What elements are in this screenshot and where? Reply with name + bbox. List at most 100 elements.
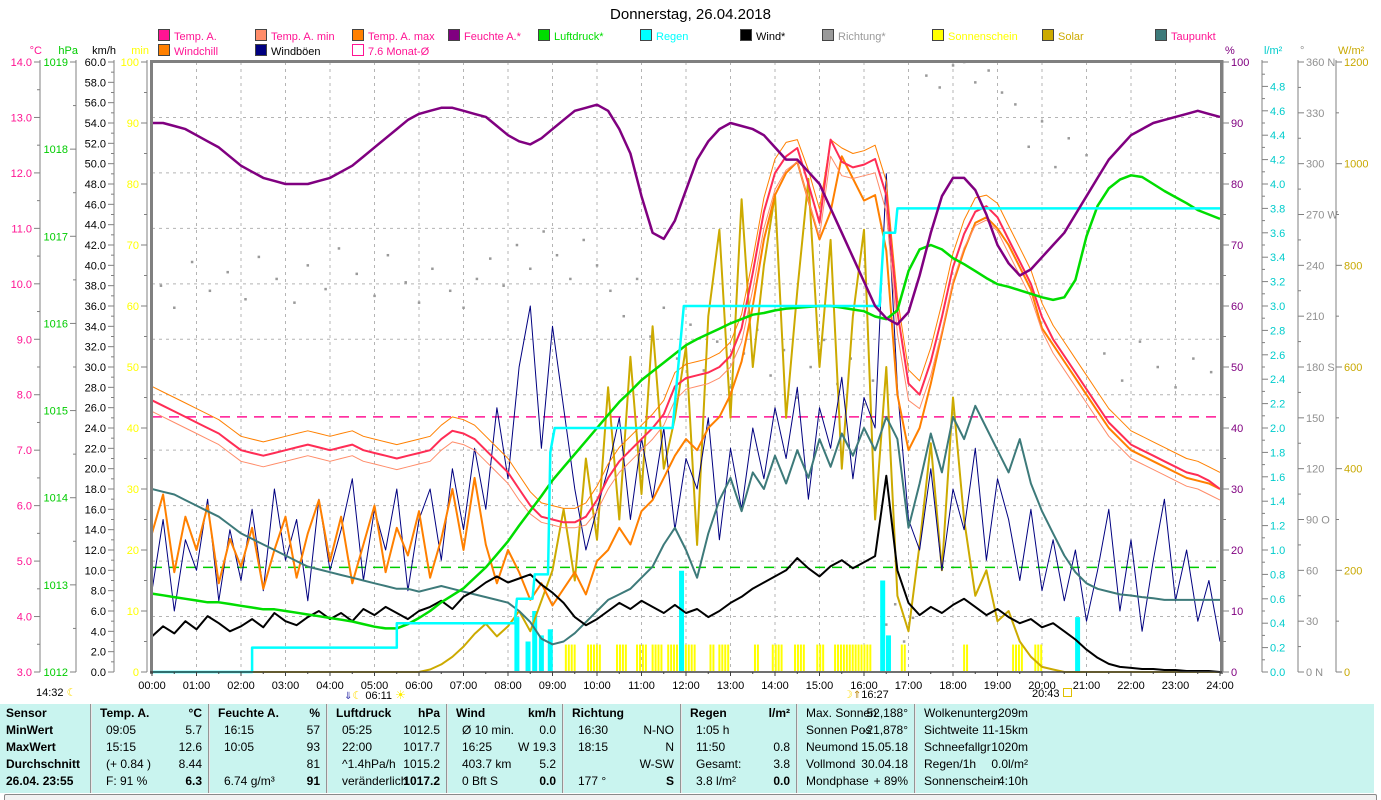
svg-text:1014: 1014 bbox=[44, 493, 68, 505]
col-unit: % bbox=[309, 706, 320, 720]
cell-time: 15:15 bbox=[106, 740, 137, 754]
legend-swatch bbox=[158, 44, 170, 56]
arrow-up-icon: ⇑ bbox=[852, 690, 862, 701]
astro-value: 0.0l/m² bbox=[991, 757, 1028, 771]
svg-text:km/h: km/h bbox=[92, 45, 116, 57]
svg-text:80: 80 bbox=[1231, 179, 1243, 191]
cell-value: N bbox=[665, 740, 674, 754]
cell-value: 5.2 bbox=[539, 757, 556, 771]
legend-swatch bbox=[822, 29, 834, 41]
svg-text:30: 30 bbox=[127, 484, 139, 496]
astro-label: Vollmond bbox=[806, 757, 856, 771]
sunset-square-icon bbox=[1062, 688, 1072, 697]
svg-text:6.0: 6.0 bbox=[91, 606, 106, 618]
table-col-wind: Wind km/h Ø 10 min. 0.0 16:25 W 19.3 403.7 km 5… bbox=[446, 704, 564, 793]
svg-text:1.2: 1.2 bbox=[1270, 521, 1285, 533]
svg-text:W/m²: W/m² bbox=[1338, 45, 1365, 57]
cell-time: ^1.4hPa/h bbox=[342, 757, 396, 771]
svg-text:60.0: 60.0 bbox=[85, 57, 106, 69]
svg-text:210: 210 bbox=[1306, 311, 1324, 323]
legend-swatch bbox=[255, 44, 267, 56]
svg-text:18.0: 18.0 bbox=[85, 484, 106, 496]
svg-text:14.0: 14.0 bbox=[85, 525, 106, 537]
svg-text:08:00: 08:00 bbox=[494, 680, 522, 692]
legend-item-wind-: Wind* bbox=[740, 29, 785, 43]
cell-value: 5.7 bbox=[185, 723, 202, 737]
moon-icon: ☾ bbox=[352, 690, 363, 702]
svg-text:07:00: 07:00 bbox=[450, 680, 478, 692]
svg-text:40: 40 bbox=[127, 423, 139, 435]
cell-value: 0.0 bbox=[539, 774, 556, 788]
svg-text:2.0: 2.0 bbox=[91, 647, 106, 659]
svg-text:12.0: 12.0 bbox=[11, 168, 32, 180]
svg-text:1.6: 1.6 bbox=[1270, 472, 1285, 484]
legend-item-windchill: Windchill bbox=[158, 44, 218, 58]
table-col-rowlabels: Sensor MinWert MaxWert Durchschnitt 26.04. 2… bbox=[0, 704, 90, 793]
cell-value: 93 bbox=[306, 740, 320, 754]
cell-time: 05:25 bbox=[342, 723, 373, 737]
svg-text:400: 400 bbox=[1344, 464, 1362, 476]
svg-text:70: 70 bbox=[127, 240, 139, 252]
svg-text:90 O: 90 O bbox=[1306, 515, 1330, 527]
svg-text:4.0: 4.0 bbox=[17, 612, 32, 624]
cell-value: 57 bbox=[306, 723, 320, 737]
legend-item-temp-a-: Temp. A. bbox=[158, 29, 217, 43]
legend-item-7-6-monat-: 7.6 Monat-Ø bbox=[352, 44, 429, 58]
svg-text:hPa: hPa bbox=[58, 45, 78, 57]
col-header: Richtung bbox=[572, 706, 624, 720]
col-header: Luftdruck bbox=[336, 706, 392, 720]
sunrise-annotation: ⇓☾ 06:11 ☀ bbox=[344, 688, 406, 702]
svg-text:90: 90 bbox=[127, 118, 139, 130]
svg-text:0.4: 0.4 bbox=[1270, 618, 1285, 630]
legend-item-solar: Solar bbox=[1042, 29, 1084, 43]
page-title: Donnerstag, 26.04.2018 bbox=[610, 6, 771, 23]
svg-text:2.2: 2.2 bbox=[1270, 399, 1285, 411]
legend-swatch bbox=[448, 29, 460, 41]
astro-value: + 89% bbox=[873, 774, 908, 788]
svg-text:180 S: 180 S bbox=[1306, 362, 1335, 374]
cell-value: N-NO bbox=[643, 723, 674, 737]
svg-text:30.0: 30.0 bbox=[85, 362, 106, 374]
cell-time: 16:30 bbox=[578, 723, 609, 737]
cell-value: W 19.3 bbox=[517, 740, 556, 754]
svg-text:02:00: 02:00 bbox=[227, 680, 255, 692]
svg-text:24.0: 24.0 bbox=[85, 423, 106, 435]
svg-text:0.0: 0.0 bbox=[1270, 667, 1285, 679]
svg-text:05:00: 05:00 bbox=[361, 680, 389, 692]
legend-swatch bbox=[1155, 29, 1167, 41]
moonrise-annotation: ☽⇑16:27 bbox=[843, 689, 889, 701]
svg-text:00:00: 00:00 bbox=[138, 680, 166, 692]
svg-text:300: 300 bbox=[1306, 159, 1324, 171]
cell-time: 3.8 l/m² bbox=[696, 774, 737, 788]
svg-text:44.0: 44.0 bbox=[85, 220, 106, 232]
legend-swatch bbox=[352, 44, 364, 56]
svg-text:60: 60 bbox=[1306, 565, 1318, 577]
svg-text:1.4: 1.4 bbox=[1270, 496, 1285, 508]
cell-value: 3.8 bbox=[773, 757, 790, 771]
svg-text:0 N: 0 N bbox=[1306, 667, 1323, 679]
astro-value: -21,878° bbox=[862, 723, 909, 737]
status-bar bbox=[4, 794, 1377, 800]
svg-text:4.8: 4.8 bbox=[1270, 81, 1285, 93]
svg-text:58.0: 58.0 bbox=[85, 77, 106, 89]
moon-icon: ☽ bbox=[843, 689, 853, 701]
svg-text:13:00: 13:00 bbox=[717, 680, 745, 692]
svg-text:2.6: 2.6 bbox=[1270, 350, 1285, 362]
svg-text:60: 60 bbox=[1231, 301, 1243, 313]
astro-label: Max. Sonnen bbox=[806, 706, 877, 720]
svg-text:4.0: 4.0 bbox=[91, 626, 106, 638]
cell-time: veränderlich bbox=[342, 774, 408, 788]
cell-value: S bbox=[665, 774, 674, 788]
arrow-down-icon: ⇓ bbox=[344, 691, 353, 702]
svg-text:6.0: 6.0 bbox=[17, 501, 32, 513]
svg-text:30: 30 bbox=[1306, 616, 1318, 628]
svg-text:10.0: 10.0 bbox=[11, 279, 32, 291]
svg-text:270 W: 270 W bbox=[1306, 210, 1338, 222]
svg-text:09:00: 09:00 bbox=[539, 680, 567, 692]
svg-text:50: 50 bbox=[127, 362, 139, 374]
astro-label: Sichtweite bbox=[924, 723, 979, 737]
col-header: Regen bbox=[690, 706, 727, 720]
table-col-astro-sun-moon: Max. Sonnen 52,188° Sonnen Pos -21,878° Neum… bbox=[796, 704, 916, 793]
svg-text:24:00: 24:00 bbox=[1206, 680, 1234, 692]
svg-text:10: 10 bbox=[1231, 606, 1243, 618]
